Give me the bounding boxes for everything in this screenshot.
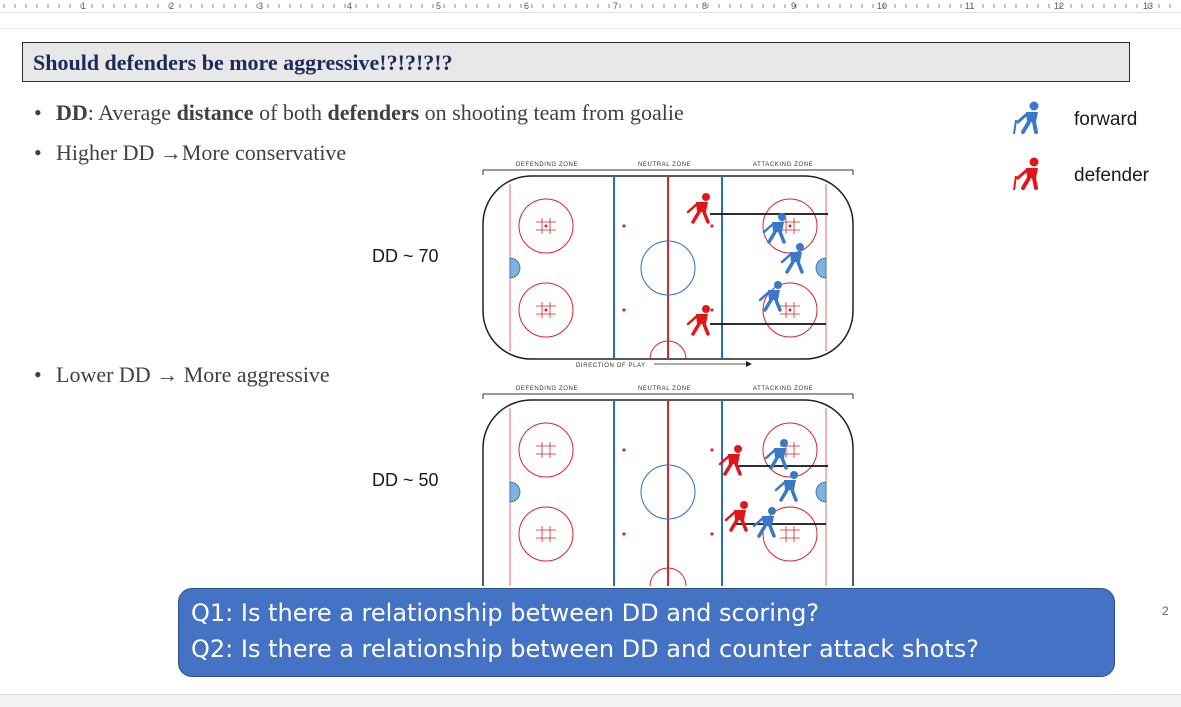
bullet-lower-dd: • Lower DD → More aggressive <box>34 362 330 388</box>
bullet-higher-dd: • Higher DD →More conservative <box>34 140 346 166</box>
slide-top-edge <box>0 28 1181 29</box>
title-box[interactable]: Should defenders be more aggressive!?!?!… <box>22 42 1130 82</box>
zone-label-defending: DEFENDING ZONE <box>516 162 578 168</box>
bullet-dd-definition: • DD: Average distance of both defenders … <box>34 100 684 126</box>
zone-label-attacking: ATTACKING ZONE <box>753 162 813 168</box>
ruler-number: 5 <box>436 1 442 11</box>
bullet-dd-term: DD <box>56 100 88 125</box>
page-number: 2 <box>1162 604 1169 618</box>
ruler-number: 11 <box>965 1 975 11</box>
forward-legend-icon <box>1012 100 1048 136</box>
ruler-number: 13 <box>1143 1 1154 11</box>
rink-diagram-bottom: DEFENDING ZONE NEUTRAL ZONE ATTACKING ZO… <box>480 382 860 592</box>
ruler-number: 10 <box>877 1 888 11</box>
bullet-text: on shooting team from goalie <box>419 100 684 125</box>
ruler-number: 4 <box>347 1 353 11</box>
ruler-number: 2 <box>169 1 175 11</box>
direction-of-play-label: DIRECTION OF PLAY <box>576 363 646 369</box>
zone-label-neutral: NEUTRAL ZONE <box>638 162 691 168</box>
bullet-text: of both <box>253 100 328 125</box>
ruler[interactable]: 1 2 3 4 5 6 7 8 9 10 11 12 13 <box>0 0 1181 13</box>
bullet-bold-distance: distance <box>176 100 254 125</box>
ruler-number: 12 <box>1054 1 1065 11</box>
rink-diagram-top: DEFENDING ZONE NEUTRAL ZONE ATTACKING ZO… <box>480 156 860 375</box>
defender-legend-label: defender <box>1074 165 1150 186</box>
ruler-number: 8 <box>702 1 708 11</box>
defender-legend-icon <box>1012 156 1048 192</box>
ruler-ticks <box>3 4 1171 8</box>
bullet-bold-defenders: defenders <box>327 100 420 125</box>
forward-legend-label: forward <box>1074 109 1138 130</box>
question-2: Q2: Is there a relationship between DD a… <box>191 635 980 663</box>
dd-label-top: DD ~ 70 <box>372 246 439 266</box>
zone-label-attacking: ATTACKING ZONE <box>753 386 813 392</box>
bullet-dot: • <box>34 100 42 125</box>
bullet-dot: • <box>34 140 42 165</box>
ruler-number: 3 <box>258 1 264 11</box>
question-1: Q1: Is there a relationship between DD a… <box>191 599 820 627</box>
dd-label-bottom: DD ~ 50 <box>372 470 439 490</box>
ruler-number: 6 <box>524 1 530 11</box>
slide-title: Should defenders be more aggressive!?!?!… <box>33 50 453 75</box>
questions-box[interactable]: Q1: Is there a relationship between DD a… <box>178 588 1115 677</box>
bullet-text: Lower DD → More aggressive <box>56 362 330 387</box>
ruler-number: 9 <box>791 1 797 11</box>
zone-label-defending: DEFENDING ZONE <box>516 386 578 392</box>
bullet-text: : Average <box>87 100 177 125</box>
ruler-number: 1 <box>81 1 87 11</box>
bottom-scrollbar[interactable] <box>0 694 1181 707</box>
bullet-text: Higher DD →More conservative <box>56 140 347 165</box>
ruler-number: 7 <box>613 1 619 11</box>
zone-label-neutral: NEUTRAL ZONE <box>638 386 691 392</box>
bullet-dot: • <box>34 362 42 387</box>
